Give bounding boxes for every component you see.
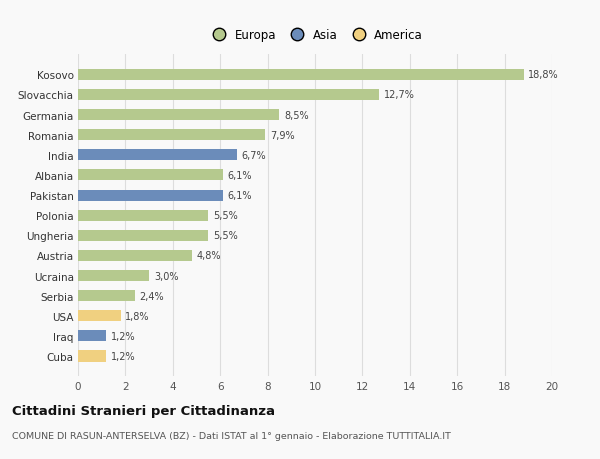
Text: 5,5%: 5,5% <box>213 211 238 221</box>
Bar <box>78 270 149 281</box>
Text: 2,4%: 2,4% <box>140 291 164 301</box>
Bar <box>78 230 208 241</box>
Bar <box>78 130 265 141</box>
Text: 8,5%: 8,5% <box>284 110 309 120</box>
Text: 1,8%: 1,8% <box>125 311 150 321</box>
Text: 1,2%: 1,2% <box>111 331 136 341</box>
Bar <box>78 250 192 262</box>
Text: COMUNE DI RASUN-ANTERSELVA (BZ) - Dati ISTAT al 1° gennaio - Elaborazione TUTTIT: COMUNE DI RASUN-ANTERSELVA (BZ) - Dati I… <box>12 431 451 441</box>
Bar <box>78 351 106 362</box>
Text: 6,1%: 6,1% <box>227 171 252 180</box>
Text: 3,0%: 3,0% <box>154 271 178 281</box>
Text: 4,8%: 4,8% <box>197 251 221 261</box>
Text: 12,7%: 12,7% <box>384 90 415 100</box>
Text: 6,1%: 6,1% <box>227 190 252 201</box>
Text: Cittadini Stranieri per Cittadinanza: Cittadini Stranieri per Cittadinanza <box>12 404 275 417</box>
Legend: Europa, Asia, America: Europa, Asia, America <box>208 29 422 42</box>
Bar <box>78 150 237 161</box>
Bar <box>78 90 379 101</box>
Text: 7,9%: 7,9% <box>270 130 295 140</box>
Bar <box>78 70 524 81</box>
Bar <box>78 330 106 341</box>
Bar <box>78 190 223 201</box>
Bar <box>78 311 121 322</box>
Text: 1,2%: 1,2% <box>111 351 136 361</box>
Text: 5,5%: 5,5% <box>213 231 238 241</box>
Bar <box>78 170 223 181</box>
Bar <box>78 210 208 221</box>
Text: 18,8%: 18,8% <box>529 70 559 80</box>
Text: 6,7%: 6,7% <box>242 151 266 161</box>
Bar <box>78 291 135 302</box>
Bar <box>78 110 280 121</box>
